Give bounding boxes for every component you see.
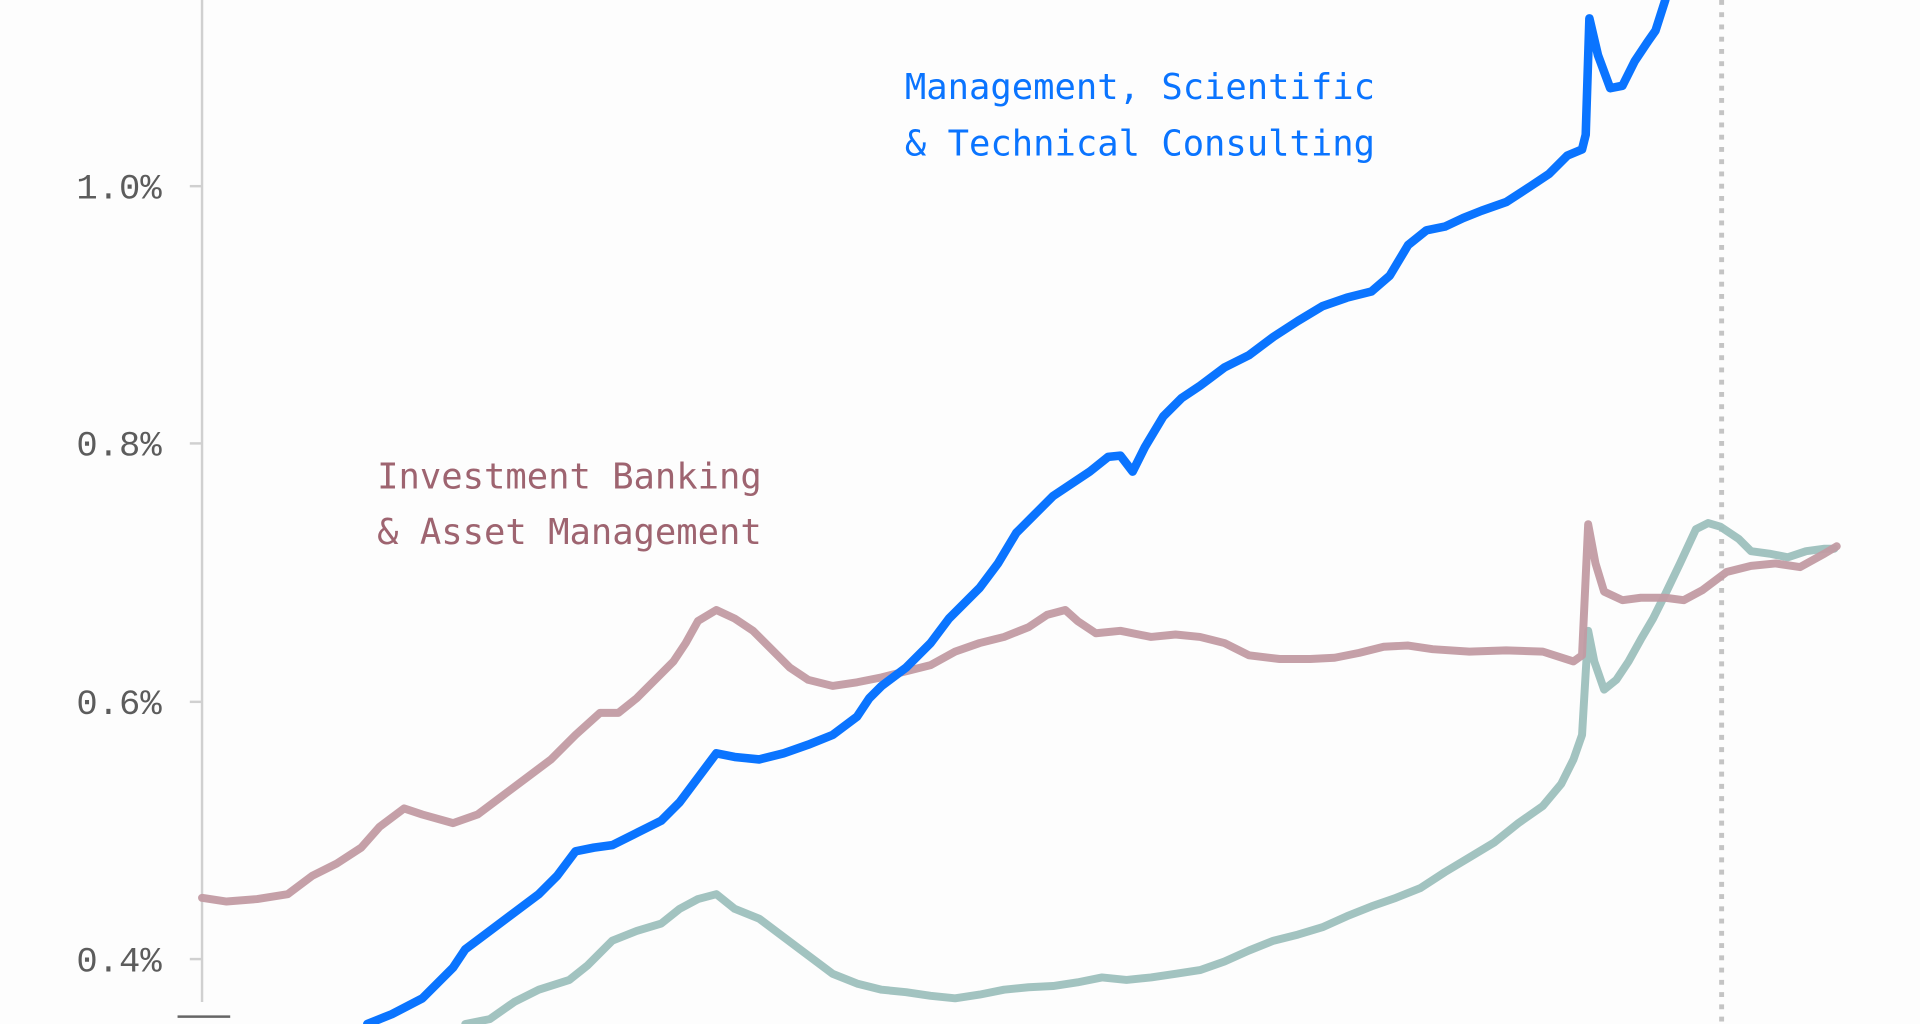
- label-investment-banking-line1: Investment Banking: [377, 457, 762, 498]
- label-management-consulting-line2: & Technical Consulting: [905, 124, 1375, 165]
- y-tick-label-1.0: 1.0%: [76, 168, 162, 209]
- label-investment-banking-line2: & Asset Management: [377, 512, 762, 553]
- y-tick-label-0.8: 0.8%: [76, 426, 162, 467]
- y-tick-label-0.4: 0.4%: [76, 941, 162, 982]
- series-line-management-consulting: [363, 0, 1670, 1024]
- label-management-consulting-line1: Management, Scientific: [905, 67, 1375, 108]
- series-line-investment-banking: [198, 520, 1841, 906]
- y-tick-label-0.6: 0.6%: [76, 684, 162, 725]
